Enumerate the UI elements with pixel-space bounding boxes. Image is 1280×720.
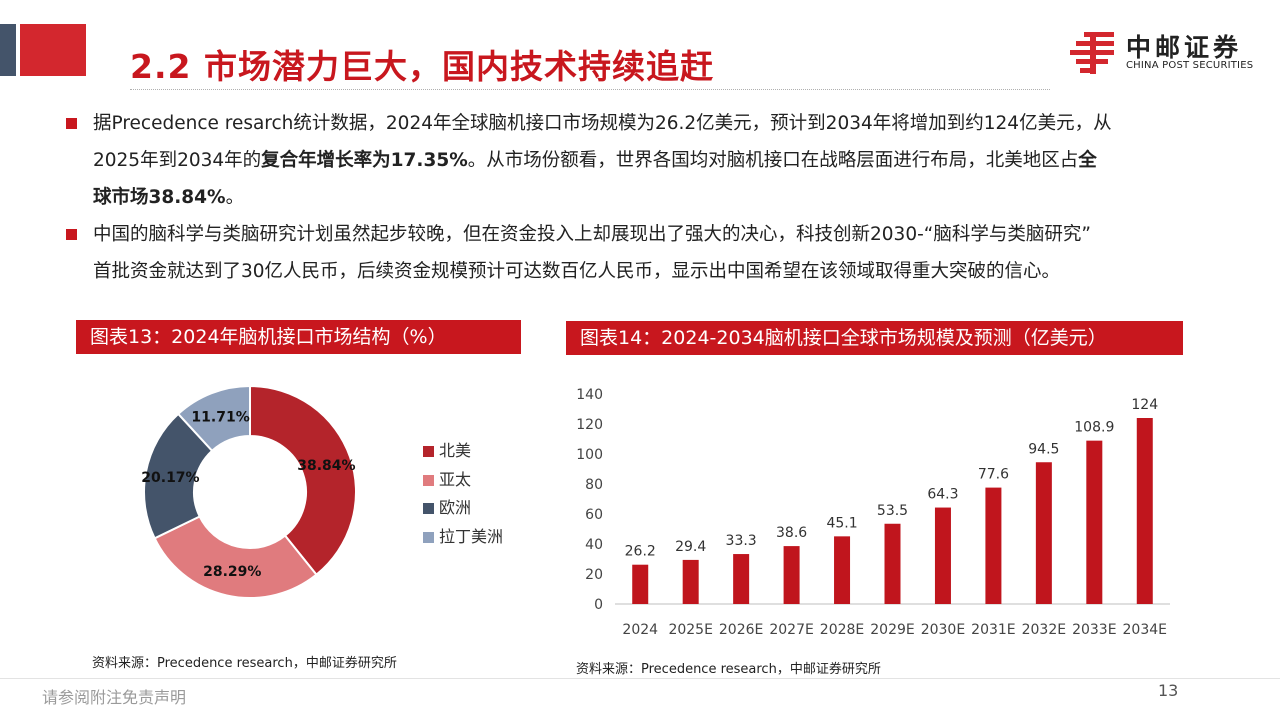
bar: [884, 523, 901, 604]
legend-swatch: [423, 531, 434, 543]
legend-label: 拉丁美洲: [439, 526, 504, 546]
legend-label: 欧洲: [439, 498, 472, 517]
legend-item: 拉丁美洲: [423, 523, 503, 552]
company-logo: 中邮证券 CHINA POST SECURITIES: [1070, 28, 1270, 78]
x-tick-label: 2024: [622, 622, 658, 638]
bullet-line: 2025年到2034年的复合年增长率为17.35%。从市场份额看，世界各国均对脑…: [93, 142, 1192, 179]
bullet-text: 首批资金就达到了30亿人民币，后续资金规模预计可达数百亿人民币，显示出中国希望在…: [93, 261, 1061, 282]
bar: [682, 559, 699, 604]
bar-data-label: 29.4: [675, 539, 706, 555]
figure13-source: 资料来源：Precedence research，中邮证券研究所: [92, 656, 397, 671]
bullet-text: 。: [225, 187, 245, 208]
bar-data-label: 64.3: [927, 487, 958, 503]
y-tick-label: 100: [576, 447, 603, 463]
bar: [985, 487, 1002, 604]
x-tick-label: 2029E: [870, 622, 914, 638]
market-structure-donut-chart: 38.84% 28.29% 20.17% 11.71%: [141, 384, 357, 599]
bullet-item: 据Precedence resarch统计数据，2024年全球脑机接口市场规模为…: [62, 105, 1192, 216]
donut-slice: [153, 515, 318, 599]
logo-english-text: CHINA POST SECURITIES: [1126, 60, 1254, 71]
bullet-line: 球市场38.84%。: [93, 179, 1192, 216]
market-size-bar-chart: 0 20 40 60 80 100 120 140 26.2 2024 29.4 2025E 33.3 2…: [576, 387, 1170, 638]
x-tick-label: 2030E: [921, 622, 965, 638]
bar: [632, 564, 649, 604]
bullet-item: 中国的脑科学与类脑研究计划虽然起步较晚，但在资金投入上却展现出了强大的决心，科技…: [62, 216, 1192, 290]
donut-legend: 北美亚太欧洲拉丁美洲: [423, 437, 503, 551]
y-tick-label: 40: [585, 537, 603, 553]
bar: [934, 507, 951, 604]
donut-data-label: 28.29%: [203, 564, 261, 580]
x-tick-label: 2034E: [1123, 622, 1167, 638]
bullet-emphasis: 全: [1078, 150, 1097, 171]
bar-data-label: 33.3: [726, 533, 757, 549]
bar: [1086, 440, 1103, 604]
bullet-emphasis: 复合年增长率为17.35%: [261, 150, 468, 171]
y-tick-label: 60: [585, 507, 603, 523]
header-accent-bar-red: [20, 24, 86, 76]
y-tick-label: 0: [594, 597, 603, 613]
legend-label: 亚太: [439, 469, 472, 489]
x-tick-label: 2025E: [668, 622, 712, 638]
legend-item: 欧洲: [423, 494, 503, 523]
bar-data-label: 26.2: [625, 544, 656, 560]
page-number: 13: [1158, 681, 1179, 700]
bar: [783, 546, 800, 604]
disclaimer: 请参阅附注免责声明: [42, 688, 187, 707]
bullet-square-icon: [66, 118, 77, 129]
figure13-heading: 图表13：2024年脑机接口市场结构（%）: [76, 320, 521, 354]
bullet-line: 中国的脑科学与类脑研究计划虽然起步较晚，但在资金投入上却展现出了强大的决心，科技…: [93, 216, 1192, 253]
bar-data-label: 124: [1131, 397, 1158, 413]
bar-data-label: 38.6: [776, 525, 807, 541]
y-tick-label: 80: [585, 477, 603, 493]
x-tick-label: 2032E: [1022, 622, 1066, 638]
x-tick-label: 2031E: [971, 622, 1015, 638]
donut-slice: [249, 384, 357, 577]
y-tick-label: 140: [576, 387, 603, 403]
bullet-line: 据Precedence resarch统计数据，2024年全球脑机接口市场规模为…: [93, 105, 1192, 142]
x-tick-label: 2026E: [719, 622, 763, 638]
header-accent-bar-dark: [0, 24, 16, 76]
donut-data-label: 20.17%: [141, 470, 199, 486]
figure14-heading: 图表14：2024-2034脑机接口全球市场规模及预测（亿美元）: [566, 321, 1183, 355]
bar-data-label: 94.5: [1028, 441, 1059, 457]
legend-label: 北美: [439, 441, 472, 460]
y-tick-label: 20: [585, 567, 603, 583]
legend-swatch: [423, 503, 434, 514]
figure14-source: 资料来源：Precedence research，中邮证券研究所: [576, 662, 881, 677]
legend-swatch: [423, 474, 434, 486]
logo-chinese-text: 中邮证券: [1126, 33, 1243, 62]
bullet-line: 首批资金就达到了30亿人民币，后续资金规模预计可达数百亿人民币，显示出中国希望在…: [93, 253, 1192, 290]
bullet-text: 中国的脑科学与类脑研究计划虽然起步较晚，但在资金投入上却展现出了强大的决心，科技…: [93, 224, 1091, 245]
legend-swatch: [423, 446, 434, 457]
bar-data-label: 77.6: [978, 467, 1009, 483]
title-divider: [130, 89, 1050, 90]
bullet-text: 。从市场份额看，世界各国均对脑机接口在战略层面进行布局，北美地区占: [467, 150, 1079, 171]
footer-divider: [0, 678, 1280, 679]
page-title: 2.2 市场潜力巨大，国内技术持续追赶: [130, 47, 714, 86]
bullet-text: 据Precedence resarch统计数据，2024年全球脑机接口市场规模为…: [93, 113, 1112, 134]
x-tick-label: 2027E: [769, 622, 813, 638]
x-tick-label: 2028E: [820, 622, 864, 638]
x-tick-label: 2033E: [1072, 622, 1116, 638]
bar-data-label: 108.9: [1074, 420, 1114, 436]
bar-data-label: 53.5: [877, 503, 908, 519]
legend-item: 亚太: [423, 466, 503, 495]
china-post-emblem-icon: [1070, 32, 1114, 74]
bar: [1035, 462, 1052, 604]
bar: [1136, 418, 1153, 604]
bullet-text: 2025年到2034年的: [93, 150, 262, 171]
y-tick-label: 120: [576, 417, 603, 433]
legend-item: 北美: [423, 437, 503, 466]
bullet-square-icon: [66, 229, 77, 240]
bar: [834, 536, 851, 604]
bullet-list: 据Precedence resarch统计数据，2024年全球脑机接口市场规模为…: [62, 105, 1192, 290]
bullet-emphasis: 球市场38.84%: [93, 187, 226, 208]
bar-data-label: 45.1: [826, 515, 857, 531]
donut-data-label: 38.84%: [297, 458, 355, 474]
donut-slice: [176, 384, 251, 453]
bar: [733, 554, 750, 604]
donut-data-label: 11.71%: [191, 410, 249, 426]
